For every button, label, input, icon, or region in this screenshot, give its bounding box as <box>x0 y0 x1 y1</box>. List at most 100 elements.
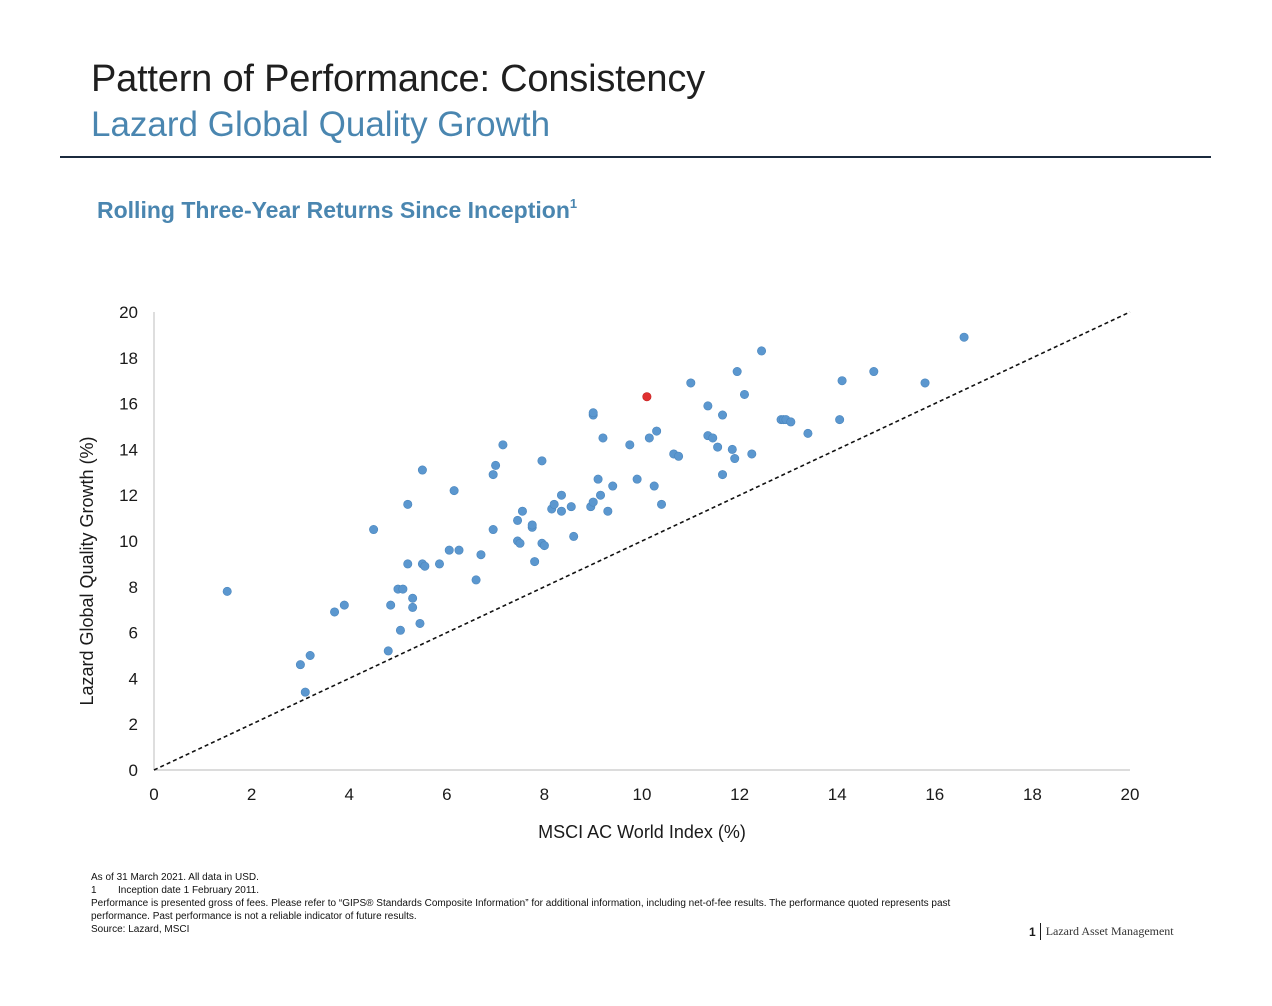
y-tick-label: 6 <box>129 624 138 643</box>
data-point <box>434 559 444 569</box>
data-point <box>476 550 486 560</box>
data-point <box>837 376 847 386</box>
data-point <box>471 575 481 585</box>
x-tick-label: 10 <box>633 785 652 804</box>
data-point <box>383 646 393 656</box>
footer-divider <box>1039 923 1041 940</box>
data-point <box>513 515 523 525</box>
data-point <box>732 367 742 377</box>
data-point <box>786 417 796 427</box>
data-point <box>803 428 813 438</box>
x-tick-label: 8 <box>540 785 549 804</box>
data-point <box>517 506 527 516</box>
performance-disclaimer: Performance is presented gross of fees. … <box>91 898 951 922</box>
data-point <box>305 650 315 660</box>
data-point <box>398 584 408 594</box>
inception-note-number: 1 <box>91 885 97 896</box>
company-name: Lazard Asset Management <box>1045 924 1174 938</box>
chart-heading-footnote-mark: 1 <box>569 196 578 211</box>
data-point <box>644 433 654 443</box>
data-point <box>488 525 498 535</box>
source-note: Source: Lazard, MSCI <box>91 924 190 935</box>
data-point <box>686 378 696 388</box>
header-rule <box>60 156 1211 158</box>
data-point <box>539 541 549 551</box>
y-tick-label: 8 <box>129 578 138 597</box>
data-point <box>598 433 608 443</box>
data-point <box>449 486 459 496</box>
data-point <box>454 545 464 555</box>
data-point <box>739 389 749 399</box>
data-point <box>515 538 525 548</box>
data-point <box>415 618 425 628</box>
y-tick-label: 16 <box>119 395 138 414</box>
page-title: Pattern of Performance: Consistency <box>91 58 705 100</box>
data-point <box>222 586 232 596</box>
x-tick-label: 18 <box>1023 785 1042 804</box>
chart-heading-text: Rolling Three-Year Returns Since Incepti… <box>97 197 570 223</box>
data-point <box>403 499 413 509</box>
date-note: As of 31 March 2021. All data in USD. <box>91 872 259 883</box>
data-point <box>408 602 418 612</box>
inception-note-text: Inception date 1 February 2011. <box>118 885 260 896</box>
data-point <box>339 600 349 610</box>
y-axis-title: Lazard Global Quality Growth (%) <box>77 436 97 705</box>
data-point <box>674 451 684 461</box>
reference-line <box>153 311 1131 771</box>
reference-line-group <box>153 311 1131 771</box>
data-point <box>369 525 379 535</box>
y-tick-label: 20 <box>119 303 138 322</box>
data-point <box>625 440 635 450</box>
data-point <box>708 433 718 443</box>
data-point <box>727 444 737 454</box>
data-point <box>869 367 879 377</box>
data-point <box>330 607 340 617</box>
y-tick-label: 0 <box>129 761 138 780</box>
data-point <box>408 593 418 603</box>
data-point <box>566 502 576 512</box>
x-tick-label: 16 <box>925 785 944 804</box>
data-point <box>959 332 969 342</box>
data-point <box>593 474 603 484</box>
data-point <box>549 499 559 509</box>
data-point <box>530 557 540 567</box>
data-point <box>920 378 930 388</box>
data-point <box>498 440 508 450</box>
data-point <box>420 561 430 571</box>
data-point <box>835 415 845 425</box>
data-point <box>488 470 498 480</box>
x-tick-label: 12 <box>730 785 749 804</box>
page-number: 1 <box>1029 924 1036 939</box>
data-point <box>657 499 667 509</box>
y-tick-label: 4 <box>129 669 138 688</box>
data-point <box>603 506 613 516</box>
data-point <box>596 490 606 500</box>
data-point <box>713 442 723 452</box>
axis-labels: 0 2 4 6 8 10 12 14 16 18 20 0 2 4 6 8 10 12 14 16 18 20 MSCI A… <box>77 303 1139 842</box>
inception-note: 1 Inception date 1 February 2011. <box>91 884 971 897</box>
x-tick-label: 0 <box>149 785 158 804</box>
x-tick-label: 4 <box>344 785 353 804</box>
data-point <box>718 470 728 480</box>
data-point <box>386 600 396 610</box>
x-tick-label: 6 <box>442 785 451 804</box>
data-point <box>632 474 642 484</box>
data-point <box>747 449 757 459</box>
page-footer: 1 Lazard Asset Management <box>1029 923 1174 940</box>
data-point <box>444 545 454 555</box>
data-points <box>222 332 969 697</box>
data-point <box>556 490 566 500</box>
data-point <box>649 481 659 491</box>
data-point <box>703 401 713 411</box>
footnotes: As of 31 March 2021. All data in USD. 1 I… <box>91 871 971 936</box>
y-tick-label: 2 <box>129 715 138 734</box>
data-point <box>527 520 537 530</box>
highlight-point <box>642 392 652 402</box>
data-point <box>403 559 413 569</box>
data-point <box>395 625 405 635</box>
x-tick-label: 2 <box>247 785 256 804</box>
y-tick-label: 14 <box>119 440 138 459</box>
data-point <box>608 481 618 491</box>
data-point <box>300 687 310 697</box>
